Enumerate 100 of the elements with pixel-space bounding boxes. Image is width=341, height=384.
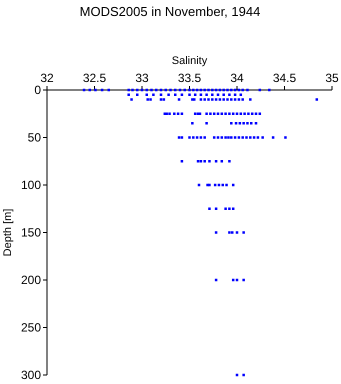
point [258,88,262,92]
point [203,88,206,92]
point [241,136,244,139]
point [230,88,233,92]
point [227,136,230,139]
point [218,184,220,186]
point [196,88,198,92]
point [211,88,214,92]
point [214,231,218,234]
point [214,278,218,282]
point [100,88,104,92]
point [238,136,240,139]
point [218,98,222,101]
point [245,136,248,139]
point [198,184,200,186]
x-tick-label: 34 [230,71,244,85]
point [82,88,86,92]
x-tick-label: 33 [135,71,149,85]
point [214,184,216,186]
point [207,98,210,101]
point [256,136,260,139]
point [200,88,202,92]
x-tick-label: 33.5 [178,71,202,85]
x-tick-label: 32 [40,71,54,85]
point [232,184,234,186]
point [225,184,228,186]
point [180,136,184,139]
point [131,88,134,92]
point [178,98,180,101]
point [196,136,198,139]
point [242,231,245,234]
point [178,136,180,139]
point [230,136,233,139]
point [236,231,238,234]
point [94,88,97,92]
point [249,136,252,139]
point [212,136,216,139]
y-tick-label: 150 [20,226,42,240]
point [200,98,202,101]
y-tick-label: 50 [28,130,42,144]
point [200,136,202,139]
point [226,98,229,101]
point [150,88,153,92]
point [252,136,256,139]
point [261,136,264,139]
point [242,278,245,282]
point [192,88,195,92]
point [169,88,172,92]
point [130,98,133,101]
point [162,98,166,101]
point [192,136,195,139]
point [203,98,206,101]
x-tick-label: 32.5 [82,71,106,85]
point [214,88,218,92]
point [246,88,249,92]
point [220,136,224,139]
point [211,98,214,101]
point [140,88,144,92]
point [218,88,222,92]
point [207,88,210,92]
point [178,88,182,92]
chart-title: MODS2005 in November, 1944 [80,4,260,19]
x-tick-label: 34.5 [272,71,296,85]
point [230,98,233,101]
point [232,278,234,282]
point [216,136,220,139]
point [234,136,236,139]
y-tick-label: 200 [20,273,42,287]
y-tick-label: 300 [20,368,42,382]
point [234,88,236,92]
point [249,98,252,101]
y-tick-label: 250 [20,320,42,334]
point [316,98,318,101]
point [160,88,162,92]
x-axis-title: Salinity [172,55,208,67]
point [226,88,229,92]
point [160,98,162,101]
y-tick-label: 100 [20,178,42,192]
point [284,136,287,139]
point [236,374,238,376]
point [238,88,240,92]
point [272,136,274,139]
point [236,278,238,282]
y-tick-label: 0 [34,83,42,97]
point [214,98,218,101]
point [234,98,236,101]
point [127,88,130,92]
point [203,136,206,139]
point [238,98,240,101]
point [242,374,245,376]
point [228,231,231,234]
x-tick-label: 35 [325,71,339,85]
point [268,88,271,92]
point [241,98,244,101]
point [222,88,225,92]
y-axis-title: Depth [m] [2,208,14,256]
point [188,88,191,92]
point [149,98,152,101]
point [224,136,227,139]
point [188,136,191,139]
